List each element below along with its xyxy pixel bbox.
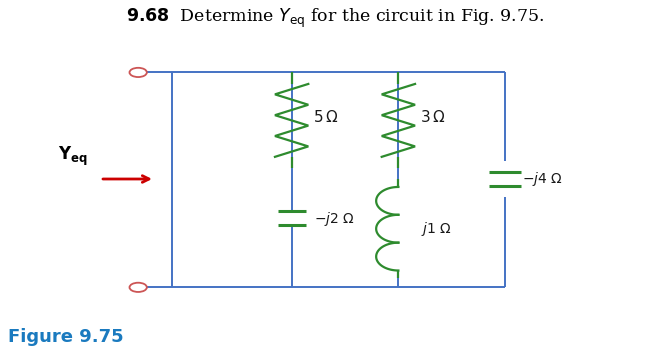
Text: $3\,\Omega$: $3\,\Omega$ xyxy=(419,109,445,125)
Text: $5\,\Omega$: $5\,\Omega$ xyxy=(313,109,338,125)
Text: $\mathbf{9.68}$  Determine $Y_{\rm eq}$ for the circuit in Fig. 9.75.: $\mathbf{9.68}$ Determine $Y_{\rm eq}$ f… xyxy=(126,7,544,30)
Text: $\mathbf{Y}_{\mathbf{eq}}$: $\mathbf{Y}_{\mathbf{eq}}$ xyxy=(58,144,88,168)
Text: $j1\ \Omega$: $j1\ \Omega$ xyxy=(421,220,452,238)
Circle shape xyxy=(129,68,147,77)
Text: $-j4\ \Omega$: $-j4\ \Omega$ xyxy=(522,170,563,188)
Text: $-j2\ \Omega$: $-j2\ \Omega$ xyxy=(314,210,355,228)
Circle shape xyxy=(129,283,147,292)
Text: Figure 9.75: Figure 9.75 xyxy=(8,328,124,346)
